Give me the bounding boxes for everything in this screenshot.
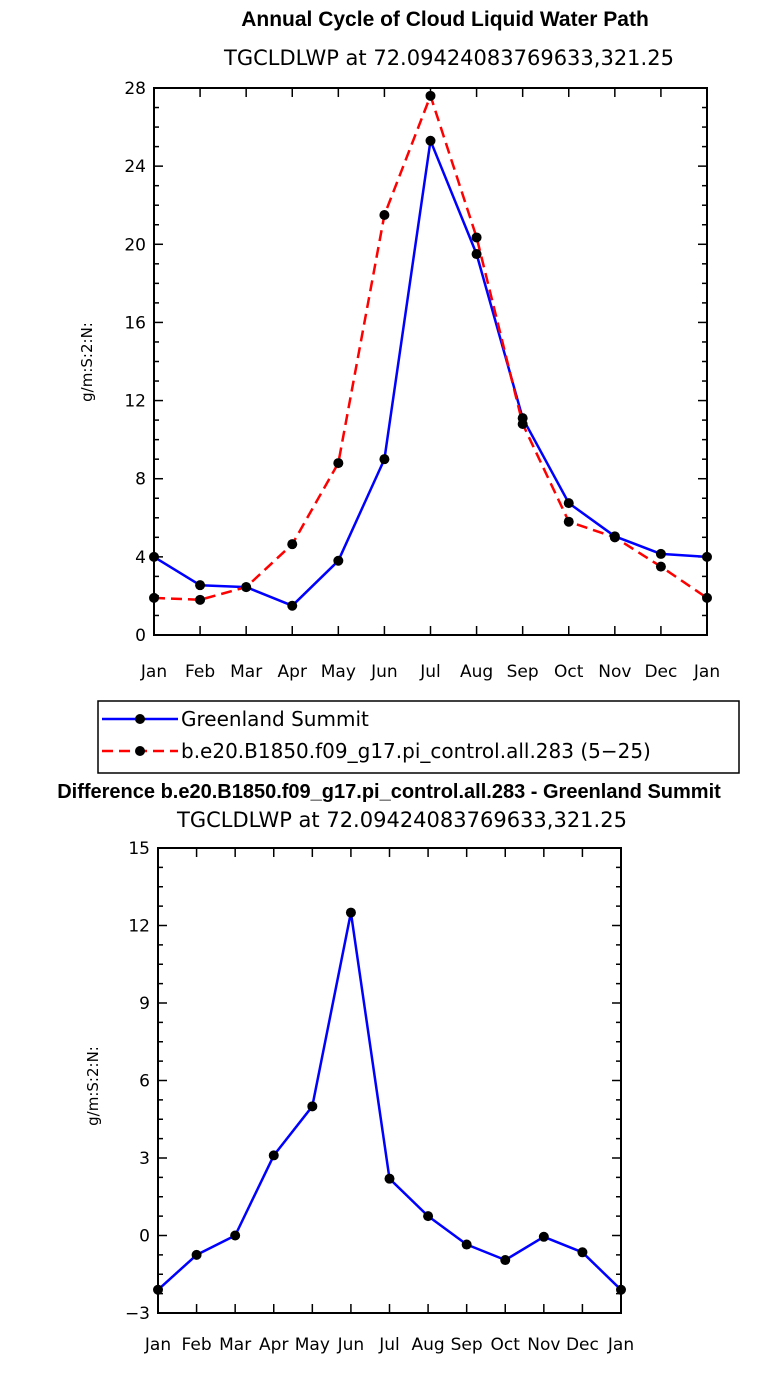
difference-xtick-label: Dec <box>566 1335 599 1355</box>
cycle-xtick-label: Sep <box>507 662 539 682</box>
difference-series-point-0 <box>307 1101 318 1112</box>
difference-xtick-label: Feb <box>182 1335 212 1355</box>
difference-series-line-0 <box>157 911 622 1291</box>
legend-label-greenland: Greenland Summit <box>181 707 369 731</box>
legend-marker-model <box>135 746 145 756</box>
difference-series-point-0 <box>191 1249 202 1260</box>
cycle-series-point-0 <box>333 555 344 566</box>
cycle-series-point-0 <box>563 498 574 509</box>
cycle-series-point-1 <box>287 539 298 550</box>
cycle-series-point-1 <box>241 582 252 593</box>
difference-xtick-label: Mar <box>219 1335 251 1355</box>
cycle-xtick-label: May <box>321 662 356 682</box>
difference-xtick-label: May <box>295 1335 330 1355</box>
difference-xtick-label: Sep <box>451 1335 483 1355</box>
difference-series-point-0 <box>345 907 356 918</box>
cycle-chart-ylabel: g/m:S:2:N: <box>78 322 96 402</box>
cycle-ytick-label: 28 <box>124 79 146 99</box>
cycle-series-point-1 <box>333 458 344 469</box>
cycle-xtick-label: Jul <box>419 662 441 682</box>
cycle-xtick-label: Jun <box>370 662 398 682</box>
difference-xtick-label: Jun <box>337 1335 365 1355</box>
difference-chart-ylabel: g/m:S:2:N: <box>84 1046 102 1126</box>
difference-xtick-label: Aug <box>411 1335 444 1355</box>
difference-ytick-label: −3 <box>125 1304 150 1324</box>
cycle-xtick-label: Apr <box>278 662 307 682</box>
cycle-ytick-label: 16 <box>124 313 146 333</box>
cycle-xtick-label: Nov <box>598 662 631 682</box>
cycle-series-point-0 <box>425 135 436 146</box>
difference-ytick-label: 12 <box>128 917 150 937</box>
cycle-ytick-label: 0 <box>135 626 146 646</box>
cycle-series-point-0 <box>379 454 390 465</box>
difference-series-point-0 <box>268 1150 279 1161</box>
difference-ytick-label: 9 <box>139 994 150 1014</box>
cycle-xtick-label: Jan <box>140 662 167 682</box>
cycle-chart-subtitle: TGCLDLWP at 72.09424083769633,321.25 <box>223 46 674 70</box>
cycle-chart-title: Annual Cycle of Cloud Liquid Water Path <box>241 8 649 31</box>
cycle-series-point-1 <box>425 90 436 101</box>
difference-series-point-0 <box>538 1231 549 1242</box>
legend: Greenland Summit b.e20.B1850.f09_g17.pi_… <box>97 700 740 774</box>
difference-series-point-0 <box>500 1255 511 1266</box>
difference-series-point-0 <box>384 1173 395 1184</box>
difference-ytick-label: 0 <box>139 1227 150 1247</box>
difference-xtick-label: Jan <box>144 1335 171 1355</box>
cycle-series-point-0 <box>471 249 482 260</box>
difference-xtick-label: Oct <box>491 1335 521 1355</box>
cycle-chart-frame <box>153 87 708 636</box>
cycle-series-point-1 <box>471 232 482 243</box>
cycle-xtick-label: Oct <box>554 662 584 682</box>
cycle-series-point-1 <box>655 561 666 572</box>
difference-chart-frame <box>157 847 622 1314</box>
difference-xtick-label: Jul <box>378 1335 400 1355</box>
cycle-xtick-label: Aug <box>460 662 493 682</box>
cycle-xtick-label: Jan <box>693 662 720 682</box>
cycle-series-line-1 <box>153 94 708 602</box>
cycle-xtick-label: Mar <box>230 662 262 682</box>
cycle-xtick-label: Dec <box>644 662 677 682</box>
difference-series-point-0 <box>577 1247 588 1258</box>
cycle-series-point-1 <box>517 419 528 430</box>
difference-ytick-label: 3 <box>139 1149 150 1169</box>
cycle-ytick-label: 24 <box>124 157 146 177</box>
difference-xtick-label: Jan <box>607 1335 634 1355</box>
cycle-series-point-1 <box>195 594 206 605</box>
difference-series-point-0 <box>423 1211 434 1222</box>
cycle-series-point-1 <box>563 516 574 527</box>
legend-label-model: b.e20.B1850.f09_g17.pi_control.all.283 (… <box>181 739 651 763</box>
cycle-series-line-0 <box>153 139 708 607</box>
legend-box <box>97 700 740 774</box>
difference-ytick-label: 6 <box>139 1072 150 1092</box>
difference-chart-title: Difference b.e20.B1850.f09_g17.pi_contro… <box>57 781 721 803</box>
cycle-series-point-0 <box>287 600 298 611</box>
difference-series-point-0 <box>230 1230 241 1241</box>
cycle-xtick-label: Feb <box>185 662 215 682</box>
difference-chart-subtitle: TGCLDLWP at 72.09424083769633,321.25 <box>176 808 627 832</box>
cycle-ytick-label: 8 <box>135 470 146 490</box>
difference-xtick-label: Nov <box>527 1335 560 1355</box>
cycle-ytick-label: 20 <box>124 235 146 255</box>
cycle-chart: Annual Cycle of Cloud Liquid Water Path … <box>78 8 720 682</box>
legend-marker-greenland <box>135 714 145 724</box>
difference-xtick-label: Apr <box>259 1335 288 1355</box>
difference-series-point-0 <box>461 1239 472 1250</box>
cycle-ytick-label: 12 <box>124 392 146 412</box>
cycle-series-point-1 <box>609 532 620 543</box>
difference-chart: Difference b.e20.B1850.f09_g17.pi_contro… <box>57 781 721 1355</box>
difference-ytick-label: 15 <box>128 839 150 859</box>
cycle-series-point-0 <box>655 548 666 559</box>
cycle-ytick-label: 4 <box>135 548 146 568</box>
cycle-series-point-1 <box>379 209 390 220</box>
cycle-series-point-0 <box>195 580 206 591</box>
